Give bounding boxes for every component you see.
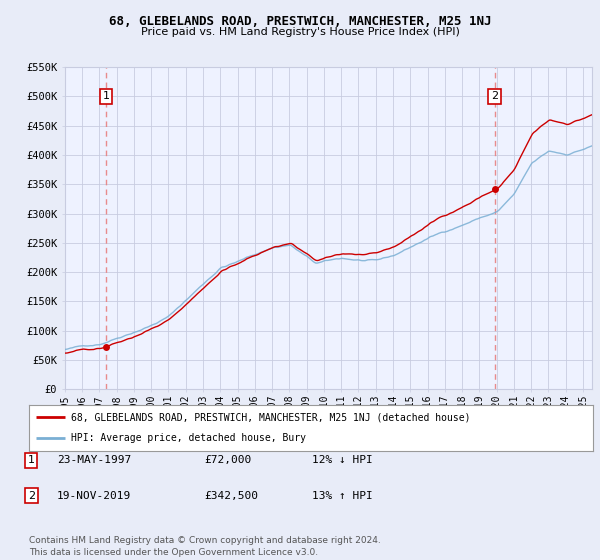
Text: £342,500: £342,500 <box>204 491 258 501</box>
Text: 23-MAY-1997: 23-MAY-1997 <box>57 455 131 465</box>
Text: 68, GLEBELANDS ROAD, PRESTWICH, MANCHESTER, M25 1NJ (detached house): 68, GLEBELANDS ROAD, PRESTWICH, MANCHEST… <box>71 412 470 422</box>
Text: 12% ↓ HPI: 12% ↓ HPI <box>312 455 373 465</box>
Text: HPI: Average price, detached house, Bury: HPI: Average price, detached house, Bury <box>71 433 306 444</box>
Text: 1: 1 <box>103 91 109 101</box>
Text: Price paid vs. HM Land Registry's House Price Index (HPI): Price paid vs. HM Land Registry's House … <box>140 27 460 37</box>
Text: 13% ↑ HPI: 13% ↑ HPI <box>312 491 373 501</box>
Text: 68, GLEBELANDS ROAD, PRESTWICH, MANCHESTER, M25 1NJ: 68, GLEBELANDS ROAD, PRESTWICH, MANCHEST… <box>109 15 491 27</box>
Text: Contains HM Land Registry data © Crown copyright and database right 2024.
This d: Contains HM Land Registry data © Crown c… <box>29 536 380 557</box>
Text: 1: 1 <box>28 455 35 465</box>
Text: 2: 2 <box>28 491 35 501</box>
Text: £72,000: £72,000 <box>204 455 251 465</box>
Text: 2: 2 <box>491 91 498 101</box>
Text: 19-NOV-2019: 19-NOV-2019 <box>57 491 131 501</box>
